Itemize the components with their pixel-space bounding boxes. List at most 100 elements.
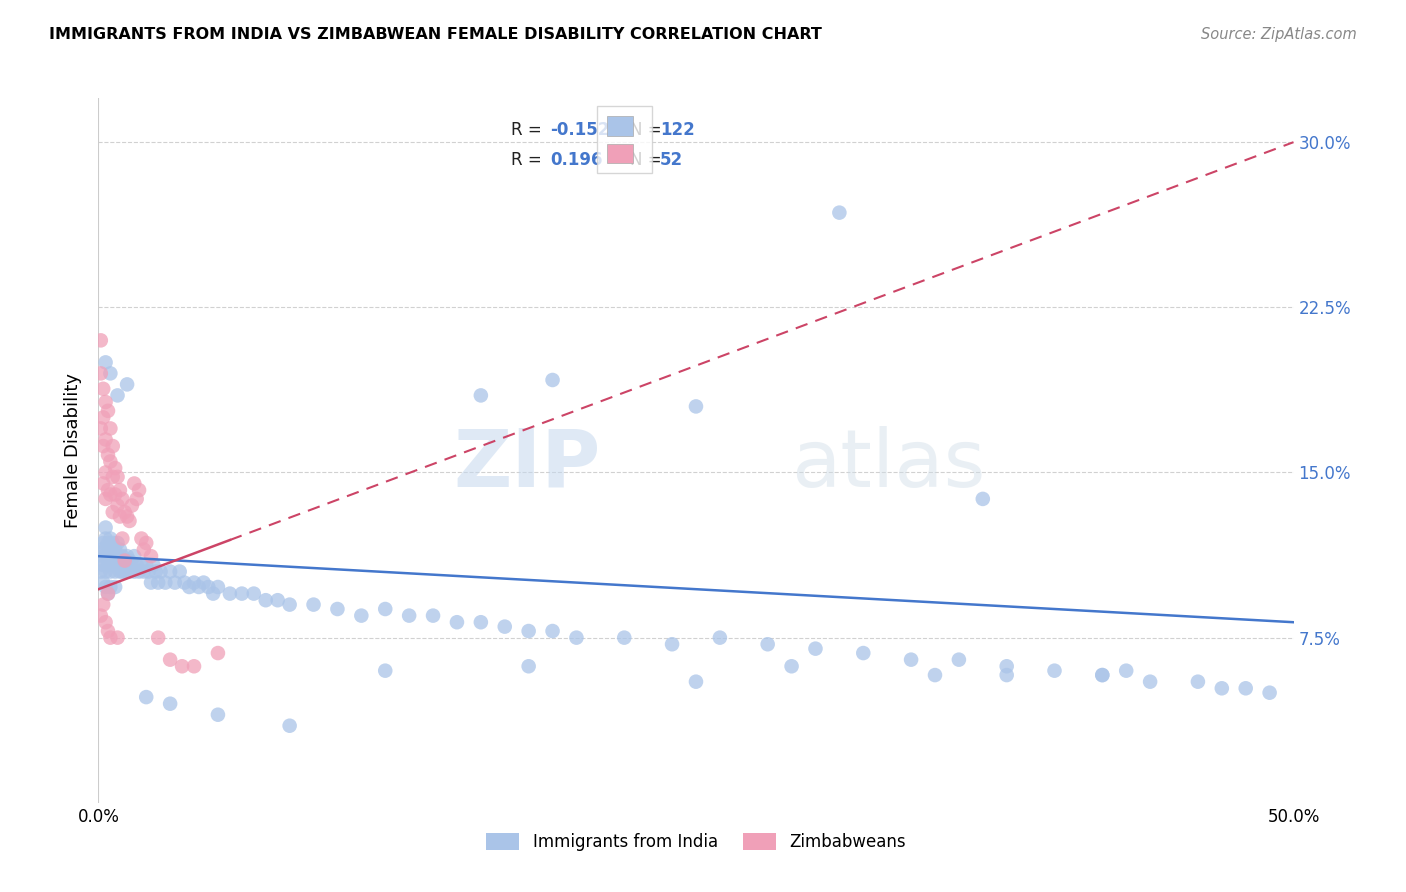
Text: ZIP: ZIP	[453, 425, 600, 504]
Point	[94, 433, 117, 447]
Y-axis label: Female Disability: Female Disability	[65, 373, 83, 528]
Point	[302, 598, 325, 612]
Point	[804, 641, 827, 656]
Point	[470, 615, 492, 630]
Point	[108, 509, 131, 524]
Point	[94, 466, 117, 480]
Point	[149, 565, 172, 579]
Point	[98, 421, 122, 435]
Point	[104, 461, 127, 475]
Point	[374, 602, 396, 616]
Point	[118, 514, 141, 528]
Point	[107, 388, 129, 402]
Point	[661, 637, 683, 651]
Point	[541, 373, 564, 387]
Point	[138, 565, 160, 579]
Point	[135, 690, 157, 705]
Point	[104, 542, 127, 557]
Point	[124, 565, 146, 579]
Point	[139, 575, 162, 590]
Point	[98, 367, 122, 381]
Point	[179, 580, 201, 594]
Point	[852, 646, 875, 660]
Point	[107, 549, 129, 564]
Point	[97, 448, 120, 462]
Point	[374, 664, 396, 678]
Point	[135, 558, 157, 572]
Point	[97, 404, 120, 418]
Point	[132, 542, 155, 557]
Point	[94, 395, 117, 409]
Point	[115, 549, 138, 564]
Point	[97, 483, 120, 497]
Point	[948, 653, 970, 667]
Text: N =: N =	[630, 151, 666, 169]
Point	[924, 668, 946, 682]
Point	[148, 631, 170, 645]
Point	[101, 558, 124, 572]
Point	[494, 619, 516, 633]
Point	[108, 483, 131, 497]
Text: R =: R =	[510, 151, 553, 169]
Point	[90, 334, 112, 348]
Point	[111, 558, 134, 572]
Point	[94, 520, 117, 534]
Point	[91, 549, 114, 564]
Point	[145, 565, 167, 579]
Point	[1139, 674, 1161, 689]
Point	[172, 659, 194, 673]
Point	[972, 491, 994, 506]
Point	[142, 558, 165, 572]
Point	[108, 565, 131, 579]
Point	[193, 575, 215, 590]
Point	[780, 659, 803, 673]
Point	[446, 615, 468, 630]
Point	[159, 653, 181, 667]
Text: 0.196: 0.196	[550, 151, 603, 169]
Point	[128, 483, 150, 497]
Point	[101, 536, 124, 550]
Point	[163, 575, 186, 590]
Point	[685, 674, 707, 689]
Point	[131, 532, 153, 546]
Point	[90, 565, 112, 579]
Point	[94, 580, 117, 594]
Point	[94, 491, 117, 506]
Point	[202, 586, 225, 600]
Point	[422, 608, 444, 623]
Point	[107, 536, 129, 550]
Point	[159, 565, 181, 579]
Point	[101, 470, 124, 484]
Point	[114, 505, 136, 519]
Point	[94, 565, 117, 579]
Point	[98, 553, 122, 567]
Point	[139, 549, 162, 564]
Point	[148, 575, 170, 590]
Point	[98, 487, 122, 501]
Point	[91, 536, 114, 550]
Point	[111, 532, 134, 546]
Point	[98, 542, 122, 557]
Text: R =: R =	[510, 120, 547, 139]
Point	[207, 580, 229, 594]
Point	[111, 565, 134, 579]
Point	[114, 553, 136, 567]
Point	[1043, 664, 1066, 678]
Point	[1091, 668, 1114, 682]
Point	[115, 558, 138, 572]
Point	[207, 707, 229, 722]
Point	[183, 575, 205, 590]
Point	[197, 580, 219, 594]
Point	[111, 491, 134, 506]
Text: atlas: atlas	[792, 425, 986, 504]
Point	[114, 565, 136, 579]
Point	[517, 659, 540, 673]
Text: 122: 122	[661, 120, 695, 139]
Point	[124, 549, 146, 564]
Point	[118, 565, 141, 579]
Point	[104, 565, 127, 579]
Point	[326, 602, 349, 616]
Point	[97, 624, 120, 638]
Point	[114, 553, 136, 567]
Point	[94, 615, 117, 630]
